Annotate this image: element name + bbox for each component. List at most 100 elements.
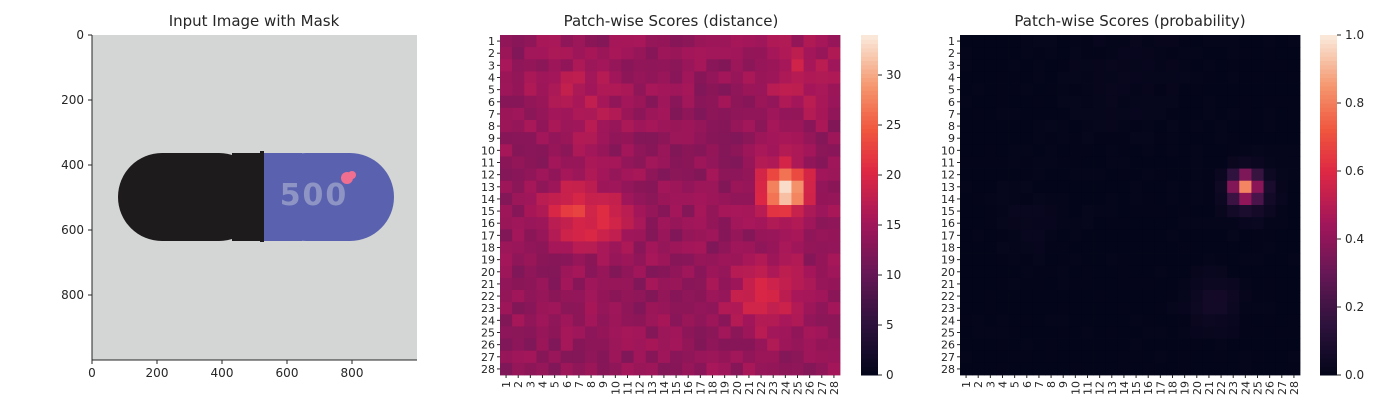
heatmap-cell — [1251, 168, 1264, 182]
heatmap-cell — [560, 265, 574, 279]
heatmap-cell — [670, 47, 683, 60]
heatmap-cell — [548, 217, 562, 230]
row-tick-label: 28 — [941, 363, 955, 376]
col-tick-label: 14 — [1118, 381, 1131, 395]
heatmap-cell — [670, 314, 683, 327]
heatmap-cell — [1081, 35, 1094, 48]
heatmap-cell — [1239, 265, 1252, 279]
heatmap-cell — [718, 350, 732, 364]
heatmap-cell — [1287, 290, 1301, 303]
heatmap-cell — [1239, 338, 1252, 352]
heatmap-cell — [670, 107, 683, 121]
heatmap-cell — [803, 144, 817, 157]
heatmap-cell — [1032, 59, 1046, 72]
row-tick-label: 7 — [948, 108, 955, 121]
heatmap-cell — [633, 95, 647, 109]
heatmap-cell — [560, 132, 574, 145]
heatmap-cell — [718, 217, 732, 230]
heatmap-cell — [972, 95, 985, 109]
heatmap-cell — [645, 156, 659, 169]
heatmap-cell — [827, 241, 841, 254]
heatmap-cell — [1190, 277, 1204, 291]
row-tick-label: 14 — [941, 193, 955, 206]
heatmap-cell — [779, 35, 792, 48]
heatmap-cell — [1020, 180, 1034, 194]
heatmap-cell — [670, 71, 683, 84]
heatmap-cell — [1287, 107, 1301, 121]
heatmap-cell — [657, 59, 671, 72]
heatmap-cell — [1117, 362, 1131, 376]
heatmap-cell — [682, 229, 695, 242]
heatmap-cell — [803, 120, 817, 133]
heatmap-cell — [730, 83, 744, 97]
heatmap-cell — [779, 350, 792, 364]
heatmap-cell — [984, 338, 997, 352]
heatmap-cell — [657, 277, 671, 291]
col-tick-label: 25 — [792, 381, 805, 395]
heatmap-cell — [500, 217, 513, 230]
heatmap-cell — [1202, 302, 1216, 315]
heatmap-cell — [972, 180, 985, 194]
heatmap-cell — [791, 302, 804, 315]
heatmap-cell — [1117, 35, 1131, 48]
heatmap-cell — [572, 290, 586, 303]
heatmap-cell — [1239, 326, 1252, 339]
row-tick-label: 26 — [941, 339, 955, 352]
heatmap-cell — [1093, 217, 1107, 230]
heatmap-cell — [1081, 241, 1094, 254]
heatmap-cell — [1178, 144, 1192, 157]
heatmap-cell — [1154, 192, 1167, 206]
heatmap-cell — [1081, 277, 1094, 291]
heatmap-cell — [597, 326, 610, 339]
heatmap-cell — [1166, 83, 1179, 97]
heatmap-cell — [1287, 229, 1301, 242]
heatmap-cell — [803, 350, 817, 364]
heatmap-cell — [645, 205, 659, 218]
heatmap-cell — [827, 326, 841, 339]
heatmap-cell — [682, 107, 695, 121]
heatmap-cell — [1287, 350, 1301, 364]
heatmap-cell — [730, 35, 744, 48]
heatmap-cell — [1215, 362, 1228, 376]
heatmap-cell — [803, 192, 817, 206]
heatmap-cell — [1287, 314, 1301, 327]
heatmap-cell — [1142, 35, 1155, 48]
heatmap-cell — [645, 35, 659, 48]
heatmap-cell — [803, 217, 817, 230]
heatmap-cell — [500, 144, 513, 157]
col-tick-label: 16 — [682, 381, 695, 395]
heatmap-cell — [972, 326, 985, 339]
row-tick-label: 12 — [481, 169, 495, 182]
heatmap-cell — [1045, 277, 1058, 291]
row-tick-label: 2 — [948, 47, 955, 60]
heatmap-cell — [1227, 265, 1240, 279]
heatmap-cell — [960, 314, 973, 327]
row-tick-label: 24 — [941, 314, 955, 327]
heatmap-cell — [682, 156, 695, 169]
heatmap-cell — [524, 156, 537, 169]
heatmap-cell — [996, 205, 1009, 218]
heatmap-cell — [1105, 205, 1119, 218]
heatmap-cell — [633, 71, 647, 84]
heatmap-cell — [645, 362, 659, 376]
heatmap-cell — [548, 229, 562, 242]
row-tick-label: 8 — [948, 120, 955, 133]
heatmap-cell — [1057, 107, 1070, 121]
heatmap-cell — [827, 265, 841, 279]
heatmap-cell — [718, 59, 732, 72]
heatmap-cell — [706, 192, 719, 206]
heatmap-cell — [585, 59, 598, 72]
col-tick-label: 23 — [1227, 381, 1240, 395]
heatmap-cell — [645, 277, 659, 291]
heatmap-cell — [1202, 192, 1216, 206]
heatmap-cell — [609, 277, 622, 291]
heatmap-cell — [1020, 132, 1034, 145]
heatmap-cell — [960, 302, 973, 315]
heatmap-cell — [1069, 205, 1082, 218]
heatmap-cell — [585, 302, 598, 315]
heatmap-cell — [585, 35, 598, 48]
heatmap-cell — [1069, 229, 1082, 242]
heatmap-cell — [960, 47, 973, 60]
heatmap-cell — [791, 71, 804, 84]
heatmap-cell — [1275, 253, 1289, 267]
